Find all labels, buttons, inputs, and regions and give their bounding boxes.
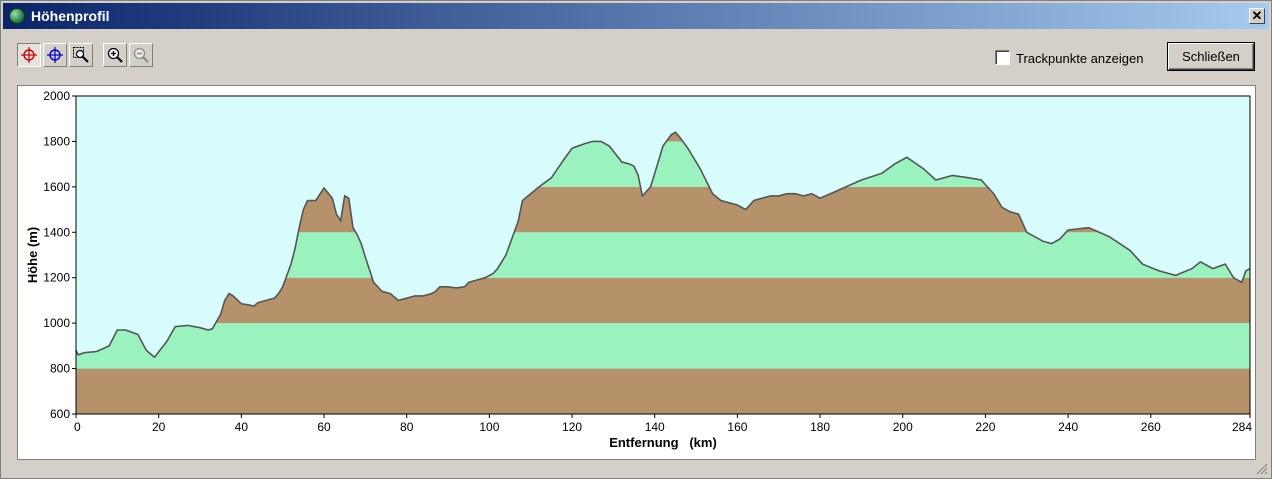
- x-tick-label: 60: [317, 420, 331, 434]
- elevation-band: [76, 368, 1250, 414]
- x-tick-label: 260: [1141, 420, 1161, 434]
- y-axis-title: Höhe (m): [25, 227, 40, 283]
- x-tick-label: 20: [152, 420, 166, 434]
- x-tick-label: 40: [235, 420, 249, 434]
- crosshair-red-icon: [21, 47, 37, 63]
- zoom-in-icon: [107, 47, 123, 63]
- x-tick-label: 200: [893, 420, 913, 434]
- elevation-chart[interactable]: 600 800 1000 1200 1400 1600 1800 2000 0 20 40 60 80 1…: [18, 86, 1255, 459]
- x-tick-label: 180: [810, 420, 830, 434]
- plot-frame: [75, 95, 1251, 415]
- y-tick-label: 1800: [43, 134, 70, 148]
- show-trackpoints-checkbox[interactable]: [995, 50, 1010, 65]
- zoom-region-button[interactable]: [69, 43, 93, 67]
- show-trackpoints-label[interactable]: Trackpunkte anzeigen: [1016, 51, 1144, 66]
- y-tick-label: 1200: [43, 271, 70, 285]
- y-tick-label: 1000: [43, 316, 70, 330]
- x-tick-label: 240: [1058, 420, 1078, 434]
- x-tick-label: 100: [479, 420, 499, 434]
- zoom-region-icon: [73, 47, 89, 63]
- globe-icon: [9, 8, 25, 24]
- schliessen-button[interactable]: Schließen: [1168, 43, 1254, 70]
- elevation-chart-panel: 600 800 1000 1200 1400 1600 1800 2000 0 20 40 60 80 1…: [17, 85, 1256, 460]
- profile-line: [75, 131, 1251, 359]
- y-tick-label: 600: [50, 407, 70, 421]
- zoom-out-button[interactable]: [129, 43, 153, 67]
- y-tick-label: 2000: [43, 89, 70, 103]
- window-title: Höhenprofil: [31, 8, 110, 24]
- x-tick-label: 220: [975, 420, 995, 434]
- x-tick-label: 140: [645, 420, 665, 434]
- zoom-out-icon: [133, 47, 149, 63]
- x-axis-title: Entfernung (km): [609, 435, 717, 450]
- zoom-in-button[interactable]: [103, 43, 127, 67]
- crosshair-blue-icon: [47, 47, 63, 63]
- resize-grip-icon[interactable]: [1256, 463, 1268, 475]
- title-bar[interactable]: Höhenprofil ✕: [3, 3, 1269, 29]
- x-tick-label: 160: [727, 420, 747, 434]
- y-tick-label: 1400: [43, 225, 70, 239]
- x-tick-label: 0: [74, 420, 81, 434]
- y-tick-label: 1600: [43, 180, 70, 194]
- x-tick-label: 80: [400, 420, 414, 434]
- y-tick-label: 800: [50, 362, 70, 376]
- x-tick-label: 120: [562, 420, 582, 434]
- window-close-button[interactable]: ✕: [1249, 8, 1265, 24]
- elevation-band: [76, 323, 1250, 369]
- x-tick-label: 284: [1232, 420, 1252, 434]
- crosshair-red-button[interactable]: [17, 43, 41, 67]
- crosshair-blue-button[interactable]: [43, 43, 67, 67]
